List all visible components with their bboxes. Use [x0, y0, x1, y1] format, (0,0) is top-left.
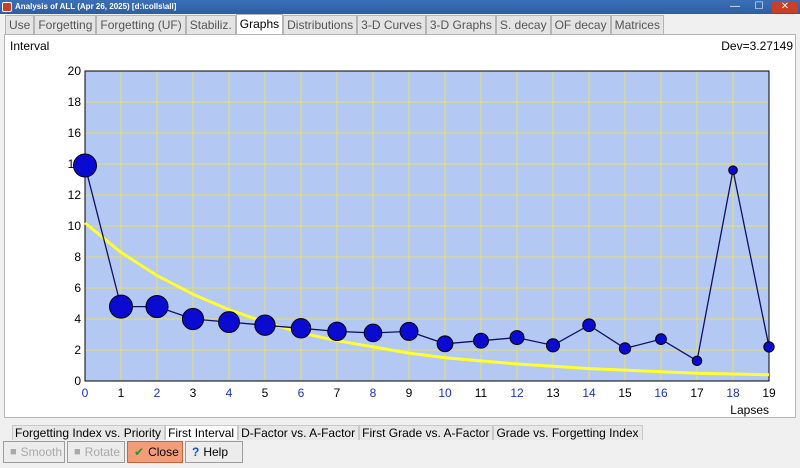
x-tick-label: 13 [546, 386, 560, 400]
plot-frame [84, 70, 770, 382]
close-label: Close [148, 445, 179, 459]
y-tick-label: 18 [68, 95, 82, 109]
subtab-grade-vs-forgetting-index[interactable]: Grade vs. Forgetting Index [493, 425, 643, 440]
x-tick-label: 10 [438, 386, 452, 400]
check-icon: ✔ [134, 445, 145, 459]
data-point [582, 318, 596, 332]
data-point [473, 332, 489, 349]
x-tick-label: 1 [118, 386, 125, 400]
x-tick-label: 15 [618, 386, 632, 400]
x-tick-label: 7 [334, 386, 341, 400]
title-bar: Analysis of ALL (Apr 26, 2025) [d:\colls… [0, 0, 800, 14]
subtab-forgetting-index-vs-priority[interactable]: Forgetting Index vs. Priority [12, 425, 166, 440]
deviation-readout: Dev=3.27149 [721, 39, 793, 53]
button-bar: ■ Smooth ■ Rotate ✔ Close ? Help [3, 441, 243, 463]
x-axis-title: Lapses [730, 403, 769, 417]
window-close-button[interactable]: ✕ [772, 1, 798, 13]
data-point [327, 321, 347, 342]
y-tick-label: 0 [74, 374, 81, 388]
y-tick-label: 6 [74, 281, 81, 295]
x-tick-label: 0 [82, 386, 89, 400]
x-tick-label: 2 [154, 386, 161, 400]
data-point [73, 153, 97, 178]
smooth-label: Smooth [20, 445, 63, 459]
x-tick-label: 11 [475, 386, 488, 400]
x-tick-label: 9 [406, 386, 413, 400]
tab-matrices[interactable]: Matrices [610, 15, 664, 34]
data-point [254, 314, 276, 336]
tab-forgetting[interactable]: Forgetting [34, 15, 97, 34]
y-tick-label: 12 [68, 188, 82, 202]
x-tick-label: 12 [510, 386, 524, 400]
main-tabs: Use Forgetting Forgetting (UF) Stabiliz. Gra… [5, 14, 664, 34]
subtab-d-factor-vs-a-factor[interactable]: D-Factor vs. A-Factor [238, 425, 360, 440]
x-tick-label: 6 [298, 386, 305, 400]
data-point [363, 323, 383, 343]
data-point [691, 355, 703, 367]
data-point [399, 321, 419, 341]
data-point [181, 307, 205, 331]
data-point [728, 165, 738, 175]
y-tick-label: 20 [68, 64, 82, 78]
data-point [655, 333, 667, 346]
data-point [290, 318, 312, 339]
tab-s-decay[interactable]: S. decay [495, 15, 551, 34]
y-tick-label: 2 [74, 343, 81, 357]
rotate-button[interactable]: ■ Rotate [67, 441, 125, 463]
x-tick-label: 18 [726, 386, 740, 400]
help-label: Help [203, 445, 229, 459]
x-tick-label: 14 [582, 386, 596, 400]
subtab-first-interval[interactable]: First Interval [165, 425, 239, 440]
data-point [145, 295, 169, 319]
x-tick-label: 4 [226, 386, 233, 400]
smooth-icon: ■ [10, 446, 17, 458]
graph-subtabs: Forgetting Index vs. Priority First Inter… [12, 425, 643, 440]
rotate-label: Rotate [84, 445, 121, 459]
close-button[interactable]: ✔ Close [127, 441, 183, 463]
tab-3-d-curves[interactable]: 3-D Curves [357, 15, 426, 34]
x-tick-label: 8 [370, 386, 377, 400]
help-button[interactable]: ? Help [185, 441, 243, 463]
tab-distributions[interactable]: Distributions [283, 15, 358, 34]
minimize-button[interactable]: — [730, 1, 740, 12]
data-point [109, 294, 133, 319]
smooth-button[interactable]: ■ Smooth [3, 441, 65, 463]
data-point [545, 338, 561, 353]
question-icon: ? [192, 445, 200, 459]
fitted-curve [84, 221, 770, 377]
tab-stabiliz[interactable]: Stabiliz. [185, 15, 236, 34]
x-tick-label: 5 [262, 386, 269, 400]
tab-of-decay[interactable]: OF decay [550, 15, 611, 34]
data-point [218, 311, 240, 334]
y-tick-label: 8 [74, 250, 81, 264]
rotate-icon: ■ [74, 446, 81, 458]
subtab-first-grade-vs-a-factor[interactable]: First Grade vs. A-Factor [359, 425, 494, 440]
data-point [618, 342, 632, 355]
maximize-button[interactable]: ☐ [754, 1, 764, 12]
window-title: Analysis of ALL (Apr 26, 2025) [d:\colls… [15, 2, 177, 11]
app-icon [2, 2, 12, 12]
x-tick-label: 17 [690, 386, 704, 400]
y-tick-label: 4 [74, 312, 81, 326]
x-tick-label: 3 [190, 386, 197, 400]
tab-forgetting-uf[interactable]: Forgetting (UF) [96, 15, 186, 34]
x-tick-label: 16 [654, 386, 668, 400]
y-tick-label: 16 [68, 126, 82, 140]
data-point [436, 335, 454, 353]
x-tick-label: 19 [762, 386, 776, 400]
y-axis-title: Interval [10, 39, 50, 53]
y-tick-label: 10 [68, 219, 82, 233]
data-point [509, 330, 525, 346]
tab-graphs[interactable]: Graphs [235, 14, 284, 34]
tab-use[interactable]: Use [5, 15, 35, 34]
data-point [763, 341, 775, 353]
tab-3-d-graphs[interactable]: 3-D Graphs [425, 15, 496, 34]
